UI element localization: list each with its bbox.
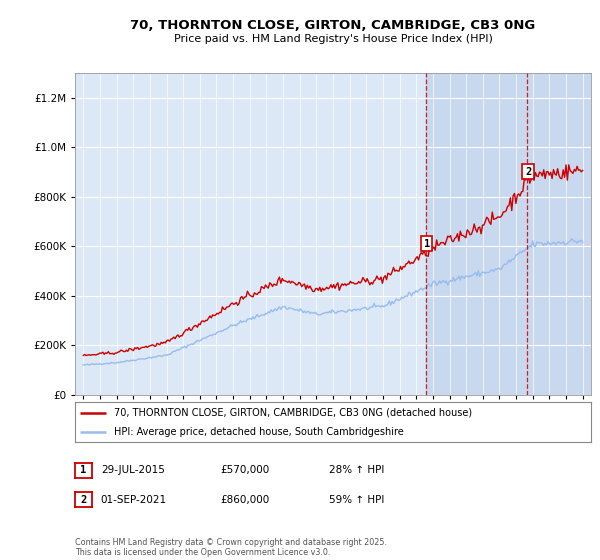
Text: 59% ↑ HPI: 59% ↑ HPI bbox=[329, 494, 384, 505]
Text: 2: 2 bbox=[80, 494, 86, 505]
Text: 1: 1 bbox=[424, 239, 430, 249]
Text: £570,000: £570,000 bbox=[221, 465, 270, 475]
Text: 70, THORNTON CLOSE, GIRTON, CAMBRIDGE, CB3 0NG (detached house): 70, THORNTON CLOSE, GIRTON, CAMBRIDGE, C… bbox=[114, 408, 472, 418]
Text: 70, THORNTON CLOSE, GIRTON, CAMBRIDGE, CB3 0NG: 70, THORNTON CLOSE, GIRTON, CAMBRIDGE, C… bbox=[130, 18, 536, 32]
Bar bbox=[426, 73, 527, 395]
Text: 29-JUL-2015: 29-JUL-2015 bbox=[101, 465, 164, 475]
Text: 01-SEP-2021: 01-SEP-2021 bbox=[101, 494, 167, 505]
Text: 28% ↑ HPI: 28% ↑ HPI bbox=[329, 465, 384, 475]
Text: Price paid vs. HM Land Registry's House Price Index (HPI): Price paid vs. HM Land Registry's House … bbox=[173, 34, 493, 44]
Text: £860,000: £860,000 bbox=[221, 494, 270, 505]
Text: 1: 1 bbox=[80, 465, 86, 475]
Text: HPI: Average price, detached house, South Cambridgeshire: HPI: Average price, detached house, Sout… bbox=[114, 427, 403, 436]
Bar bbox=[527, 73, 591, 395]
Text: Contains HM Land Registry data © Crown copyright and database right 2025.
This d: Contains HM Land Registry data © Crown c… bbox=[75, 538, 387, 557]
Text: 2: 2 bbox=[525, 167, 531, 177]
